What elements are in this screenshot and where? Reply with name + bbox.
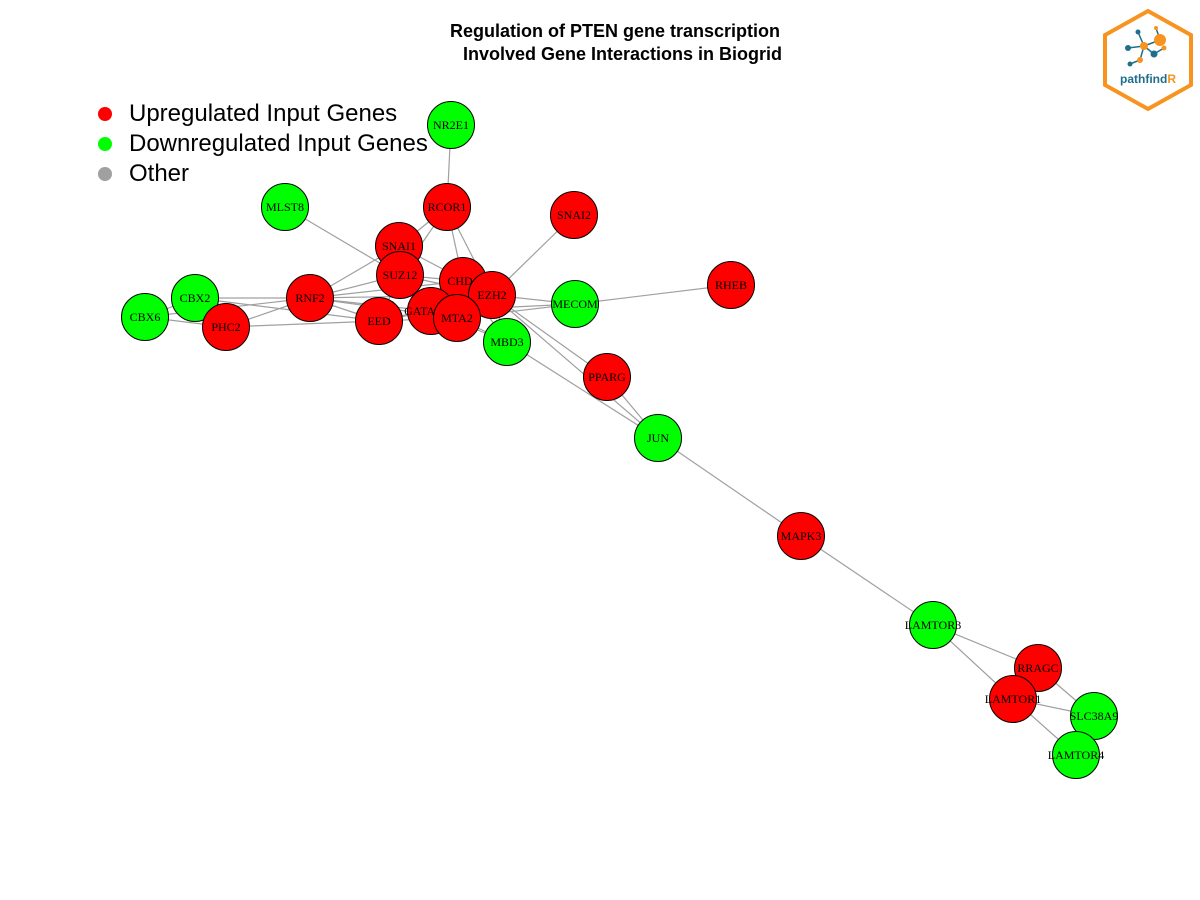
node-circle (551, 280, 599, 328)
node-circle (777, 512, 825, 560)
legend-label-downregulated: Downregulated Input Genes (129, 130, 428, 157)
node-label: EED (367, 314, 391, 328)
node-circle (550, 191, 598, 239)
node-label: JUN (647, 431, 669, 445)
node-circle (355, 297, 403, 345)
node-lamtor4: LAMTOR4 (1048, 731, 1104, 779)
pathfindr-logo: pathfindR (1103, 8, 1193, 112)
node-rheb: RHEB (707, 261, 755, 309)
node-label: MBD3 (490, 335, 523, 349)
node-label: RHEB (715, 278, 747, 292)
legend-item-upregulated: Upregulated Input Genes (96, 99, 428, 129)
node-circle (634, 414, 682, 462)
node-circle (468, 271, 516, 319)
node-circle (376, 251, 424, 299)
edge-jun-mapk3 (657, 437, 802, 537)
node-mecom: MECOM (551, 280, 599, 328)
node-nr2e1: NR2E1 (427, 101, 475, 149)
node-label: LAMTOR4 (1048, 748, 1104, 762)
node-label: NR2E1 (433, 118, 469, 132)
node-circle (483, 318, 531, 366)
node-circle (121, 293, 169, 341)
node-circle (286, 274, 334, 322)
node-label: SNAI1 (382, 239, 416, 253)
node-label: PHC2 (211, 320, 240, 334)
node-label: EZH2 (477, 288, 506, 302)
logo-nodes (1125, 26, 1167, 67)
node-cbx6: CBX6 (121, 293, 169, 341)
edge-mecom-rheb (574, 284, 732, 305)
title-line-2: Involved Gene Interactions in Biogrid (462, 44, 783, 64)
node-phc2: PHC2 (202, 303, 250, 351)
node-label: RRAGC (1017, 661, 1058, 675)
node-slc38a9: SLC38A9 (1070, 692, 1119, 740)
node-circle (423, 183, 471, 231)
node-mapk3: MAPK3 (777, 512, 825, 560)
node-circle (583, 353, 631, 401)
node-label: MLST8 (266, 200, 304, 214)
legend-dot-upregulated (98, 107, 112, 121)
node-label: MECOM (552, 297, 598, 311)
node-circle (261, 183, 309, 231)
node-circle (427, 101, 475, 149)
node-cbx2: CBX2 (171, 274, 219, 322)
node-label: PPARG (588, 370, 626, 384)
node-label: LAMTOR3 (905, 618, 961, 632)
legend-dot-downregulated (98, 137, 112, 151)
node-label: MAPK3 (781, 529, 822, 543)
node-label: RCOR1 (428, 200, 467, 214)
node-rcor1: RCOR1 (423, 183, 471, 231)
legend-item-other: Other (96, 159, 428, 189)
diagram-title: Regulation of PTEN gene transcription In… (0, 20, 1200, 66)
node-label: RNF2 (295, 291, 324, 305)
node-eed: EED (355, 297, 403, 345)
node-mlst8: MLST8 (261, 183, 309, 231)
node-label: CBX2 (180, 291, 211, 305)
node-label: SNAI2 (557, 208, 591, 222)
node-label: CBX6 (130, 310, 161, 324)
node-circle (909, 601, 957, 649)
node-jun: JUN (634, 414, 682, 462)
node-circle (989, 675, 1037, 723)
node-pparg: PPARG (583, 353, 631, 401)
node-snai2: SNAI2 (550, 191, 598, 239)
legend-dot-other (98, 167, 112, 181)
node-lamtor1: LAMTOR1 (985, 675, 1041, 723)
node-mta2: MTA2 (433, 294, 481, 342)
legend: Upregulated Input Genes Downregulated In… (96, 99, 428, 189)
node-label: MTA2 (441, 311, 473, 325)
node-circle (707, 261, 755, 309)
legend-label-upregulated: Upregulated Input Genes (129, 100, 398, 127)
node-label: LAMTOR1 (985, 692, 1041, 706)
node-circle (1052, 731, 1100, 779)
edge-mapk3-lamtor3 (800, 535, 934, 626)
logo-hexagon-icon (1103, 8, 1193, 112)
edge-cbx2-eed (194, 297, 380, 322)
node-label: SUZ12 (383, 268, 418, 282)
node-circle (433, 294, 481, 342)
edge-mbd3-jun (506, 341, 659, 439)
legend-label-other: Other (129, 160, 190, 187)
node-mbd3: MBD3 (483, 318, 531, 366)
node-circle (202, 303, 250, 351)
node-label: SLC38A9 (1070, 709, 1119, 723)
node-rnf2: RNF2 (286, 274, 334, 322)
edge-ezh2-jun (491, 294, 659, 439)
node-ezh2: EZH2 (468, 271, 516, 319)
node-lamtor3: LAMTOR3 (905, 601, 961, 649)
title-line-1: Regulation of PTEN gene transcription (449, 21, 781, 41)
legend-item-downregulated: Downregulated Input Genes (96, 129, 428, 159)
node-circle (171, 274, 219, 322)
logo-text: pathfindR (1120, 72, 1176, 86)
node-suz12: SUZ12 (376, 251, 424, 299)
edge-phc2-eed (225, 320, 380, 328)
